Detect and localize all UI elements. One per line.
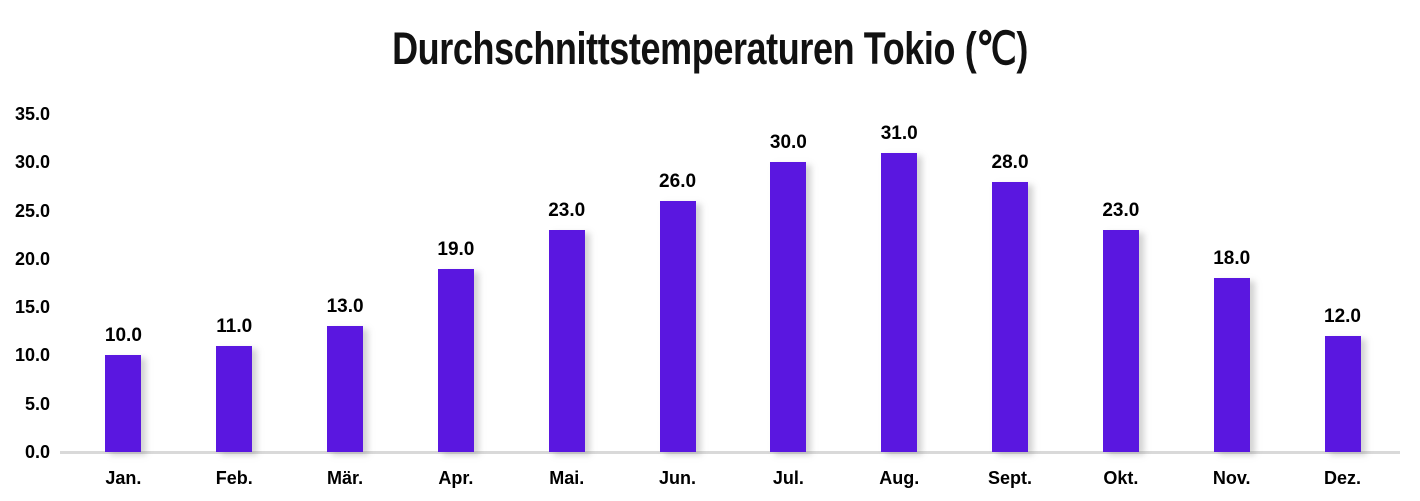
x-tick-label: Apr. (438, 468, 474, 488)
bar-value-label: 30.0 (769, 132, 807, 154)
y-tick-label: 10.0 (14, 345, 50, 366)
bar (105, 355, 142, 452)
bar (881, 152, 918, 452)
bar (548, 229, 585, 452)
x-tick-label: Mär. (327, 468, 364, 488)
x-axis-line (60, 451, 1400, 454)
bar-value-label: 26.0 (659, 170, 697, 192)
y-tick-label: 20.0 (14, 248, 50, 269)
bar-value-label: 19.0 (437, 238, 475, 260)
y-tick-label: 5.0 (24, 393, 50, 414)
x-tick-label: Dez. (1324, 468, 1362, 488)
bar-value-label: 28.0 (991, 151, 1029, 173)
y-tick-label: 25.0 (14, 200, 50, 221)
x-tick-label: Jun. (659, 468, 697, 488)
bar-value-label: 23.0 (1102, 199, 1140, 221)
bar-column: 11.0 (179, 114, 290, 452)
bar-column: 23.0 (511, 114, 622, 452)
bar (1102, 229, 1139, 452)
bar (1213, 278, 1250, 452)
bar-value-label: 18.0 (1213, 248, 1251, 270)
bar-column: 18.0 (1176, 114, 1287, 452)
chart-title: Durchschnittstemperaturen Tokio (℃) (392, 23, 1028, 74)
bar-value-label: 31.0 (880, 122, 918, 144)
x-tick-label: Mai. (549, 468, 585, 488)
bar (327, 326, 364, 452)
x-tick-label: Sept. (988, 468, 1033, 488)
y-tick-label: 0.0 (24, 442, 50, 462)
bar-column: 31.0 (844, 114, 955, 452)
bar-value-label: 12.0 (1324, 306, 1362, 328)
plot-area: 10.0 11.0 13.0 19.0 23.0 26.0 30.0 31.0 28.0 23.0… (68, 114, 1398, 452)
bar (216, 345, 253, 452)
y-tick-label: 15.0 (14, 297, 50, 318)
bar (659, 200, 696, 452)
bar-column: 23.0 (1065, 114, 1176, 452)
x-tick-label: Jan. (105, 468, 142, 488)
x-tick-label: Jul. (772, 468, 804, 488)
bar-value-label: 11.0 (216, 315, 253, 337)
bar-column: 26.0 (622, 114, 733, 452)
bar-column: 10.0 (68, 114, 179, 452)
bar-column: 13.0 (290, 114, 401, 452)
bar-value-label: 10.0 (104, 325, 142, 347)
y-tick-label: 35.0 (14, 104, 50, 124)
bar (992, 181, 1029, 452)
bar-column: 12.0 (1287, 114, 1398, 452)
x-tick-label: Aug. (879, 468, 920, 488)
bar-column: 19.0 (400, 114, 511, 452)
y-axis: 0.0 5.0 10.0 15.0 20.0 25.0 30.0 35.0 (0, 0, 50, 501)
y-tick-label: 30.0 (14, 152, 50, 173)
x-tick-label: Nov. (1212, 468, 1251, 488)
x-tick-label: Okt. (1103, 468, 1139, 488)
x-axis: Jan. Feb. Mär. Apr. Mai. Jun. Jul. Aug. Sept. Okt… (68, 468, 1398, 489)
bar (1324, 336, 1361, 452)
bar (437, 268, 474, 452)
bar-column: 28.0 (955, 114, 1066, 452)
bar-value-label: 13.0 (326, 296, 364, 318)
bar (770, 162, 807, 452)
bar-value-label: 23.0 (548, 199, 586, 221)
x-tick-label: Feb. (215, 468, 253, 488)
bar-column: 30.0 (733, 114, 844, 452)
